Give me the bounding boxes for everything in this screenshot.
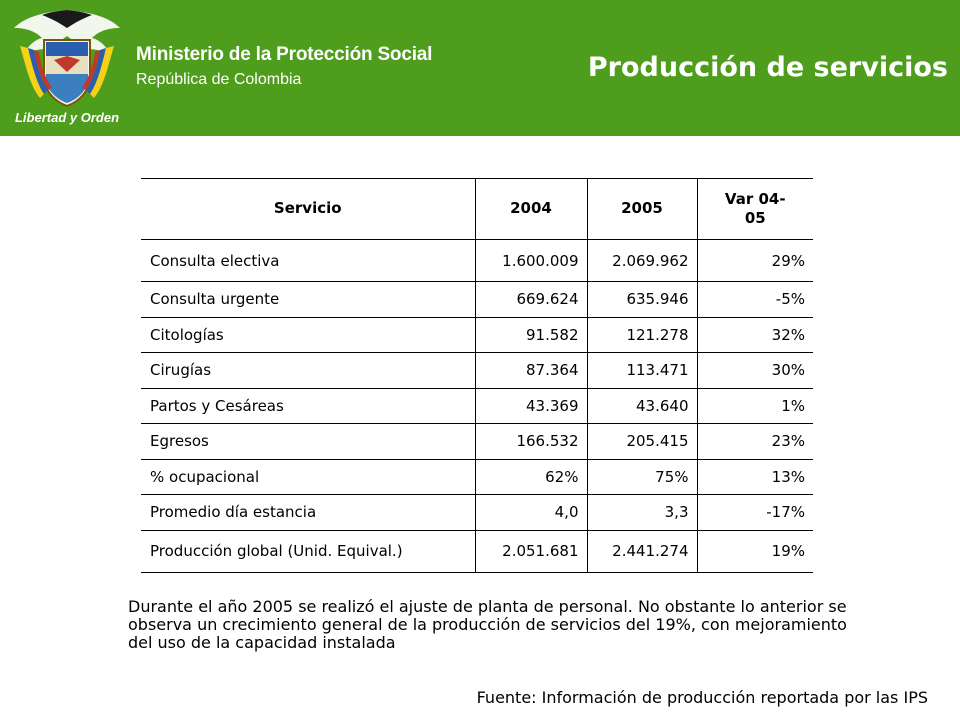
service-name-cell: Cirugías — [141, 352, 476, 389]
page-title: Producción de servicios — [587, 52, 948, 83]
table-row: Consulta electiva 1.600.009 2.069.962 29% — [141, 239, 813, 282]
service-name-cell: % ocupacional — [141, 459, 476, 495]
table-row: Cirugías 87.364 113.471 30% — [141, 352, 813, 389]
table-body: Consulta electiva 1.600.009 2.069.962 29% Co… — [141, 239, 813, 573]
value-2005-cell: 3,3 — [587, 494, 698, 531]
service-name-cell: Partos y Cesáreas — [141, 388, 476, 424]
seal-motto: Libertad y Orden — [14, 110, 120, 125]
coat-of-arms-seal: Libertad y Orden — [6, 6, 128, 132]
ministry-name: Ministerio de la Protección Social — [136, 44, 433, 65]
header-servicio: Servicio — [141, 178, 476, 240]
service-name-cell: Citologías — [141, 317, 476, 353]
value-2004-cell: 62% — [475, 459, 588, 495]
header-2005: 2005 — [587, 178, 698, 240]
header-var: Var 04-05 — [697, 178, 813, 240]
table-row: Producción global (Unid. Equival.) 2.051.… — [141, 530, 813, 573]
variation-cell: 23% — [697, 423, 813, 460]
variation-cell: 29% — [697, 239, 813, 282]
variation-cell: 19% — [697, 530, 813, 573]
summary-note: Durante el año 2005 se realizó el ajuste… — [128, 597, 847, 652]
table-row: % ocupacional 62% 75% 13% — [141, 459, 813, 495]
service-name-cell: Egresos — [141, 423, 476, 460]
variation-cell: 30% — [697, 352, 813, 389]
value-2005-cell: 205.415 — [587, 423, 698, 460]
value-2005-cell: 635.946 — [587, 281, 698, 318]
value-2004-cell: 91.582 — [475, 317, 588, 353]
coat-of-arms-icon — [14, 10, 120, 108]
service-name-cell: Consulta urgente — [141, 281, 476, 318]
value-2004-cell: 43.369 — [475, 388, 588, 424]
services-table: Servicio 2004 2005 Var 04-05 Consulta el… — [141, 178, 813, 573]
service-name-cell: Producción global (Unid. Equival.) — [141, 530, 476, 573]
value-2005-cell: 2.069.962 — [587, 239, 698, 282]
table-row: Consulta urgente 669.624 635.946 -5% — [141, 281, 813, 318]
table-header-row: Servicio 2004 2005 Var 04-05 — [141, 178, 813, 240]
value-2004-cell: 1.600.009 — [475, 239, 588, 282]
republic-name: República de Colombia — [136, 71, 302, 88]
header-2004: 2004 — [475, 178, 588, 240]
variation-cell: 1% — [697, 388, 813, 424]
value-2004-cell: 2.051.681 — [475, 530, 588, 573]
value-2004-cell: 4,0 — [475, 494, 588, 531]
value-2005-cell: 2.441.274 — [587, 530, 698, 573]
table-row: Citologías 91.582 121.278 32% — [141, 317, 813, 353]
service-name-cell: Consulta electiva — [141, 239, 476, 282]
variation-cell: -17% — [697, 494, 813, 531]
table-row: Partos y Cesáreas 43.369 43.640 1% — [141, 388, 813, 424]
header-var-label: Var 04-05 — [724, 189, 786, 228]
header-banner: Libertad y Orden Ministerio de la Protec… — [0, 0, 960, 136]
value-2005-cell: 75% — [587, 459, 698, 495]
value-2004-cell: 87.364 — [475, 352, 588, 389]
value-2005-cell: 113.471 — [587, 352, 698, 389]
service-name-cell: Promedio día estancia — [141, 494, 476, 531]
source-note: Fuente: Información de producción report… — [476, 688, 928, 707]
value-2004-cell: 166.532 — [475, 423, 588, 460]
variation-cell: 32% — [697, 317, 813, 353]
value-2005-cell: 121.278 — [587, 317, 698, 353]
variation-cell: 13% — [697, 459, 813, 495]
value-2005-cell: 43.640 — [587, 388, 698, 424]
variation-cell: -5% — [697, 281, 813, 318]
table-row: Egresos 166.532 205.415 23% — [141, 423, 813, 460]
table-row: Promedio día estancia 4,0 3,3 -17% — [141, 494, 813, 531]
value-2004-cell: 669.624 — [475, 281, 588, 318]
